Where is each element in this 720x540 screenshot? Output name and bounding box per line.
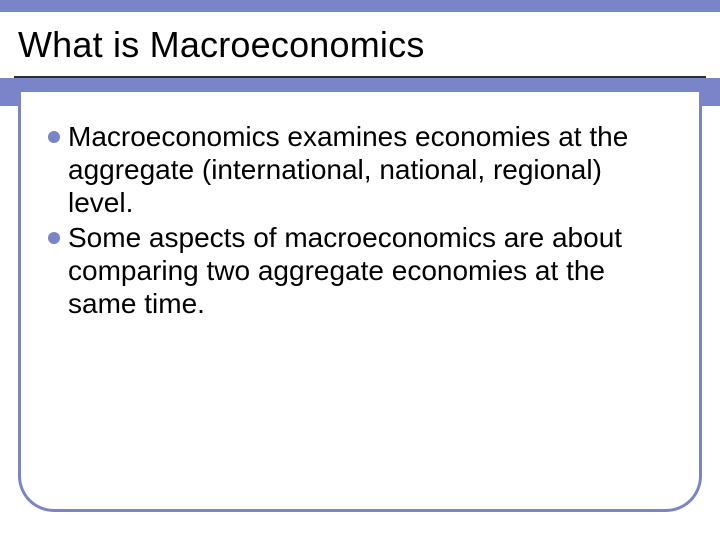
slide-title: What is Macroeconomics [18, 24, 425, 66]
bullet-icon [48, 232, 60, 244]
bullet-text: Some aspects of macroeconomics are about… [68, 221, 658, 320]
top-accent-band [0, 0, 720, 12]
list-item: Macroeconomics examines economies at the… [48, 120, 658, 219]
bullet-icon [48, 131, 60, 143]
bullet-text: Macroeconomics examines economies at the… [68, 120, 658, 219]
list-item: Some aspects of macroeconomics are about… [48, 221, 658, 320]
body-text: Macroeconomics examines economies at the… [48, 120, 658, 322]
title-region: What is Macroeconomics [0, 12, 720, 78]
slide: What is Macroeconomics Macroeconomics ex… [0, 0, 720, 540]
